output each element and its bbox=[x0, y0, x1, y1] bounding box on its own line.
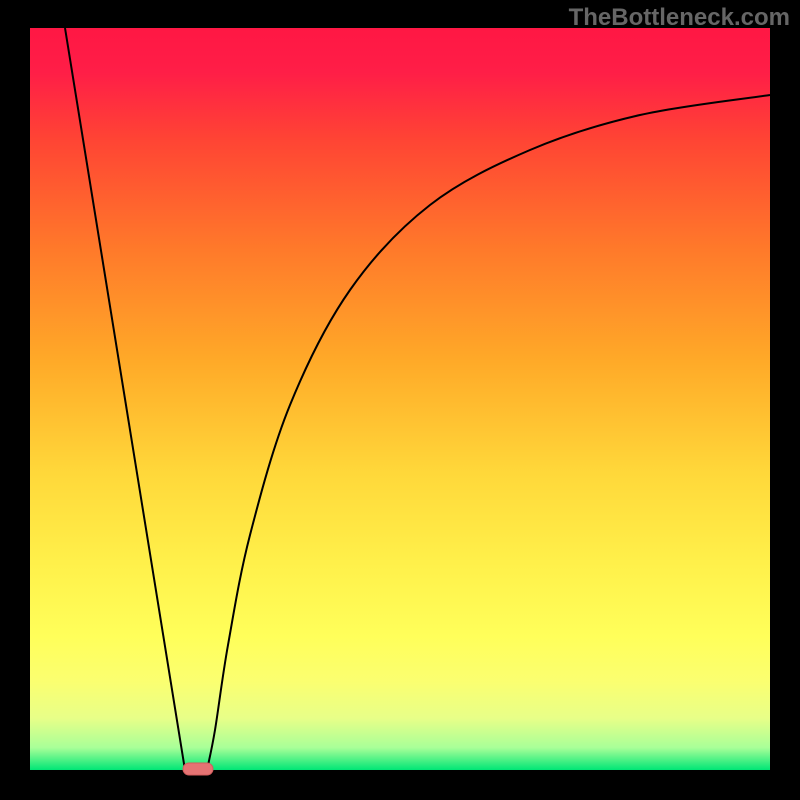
chart-svg bbox=[0, 0, 800, 800]
bottleneck-chart: TheBottleneck.com bbox=[0, 0, 800, 800]
watermark-text: TheBottleneck.com bbox=[569, 4, 790, 32]
bottleneck-marker bbox=[183, 763, 213, 775]
plot-gradient-bg bbox=[30, 28, 770, 770]
